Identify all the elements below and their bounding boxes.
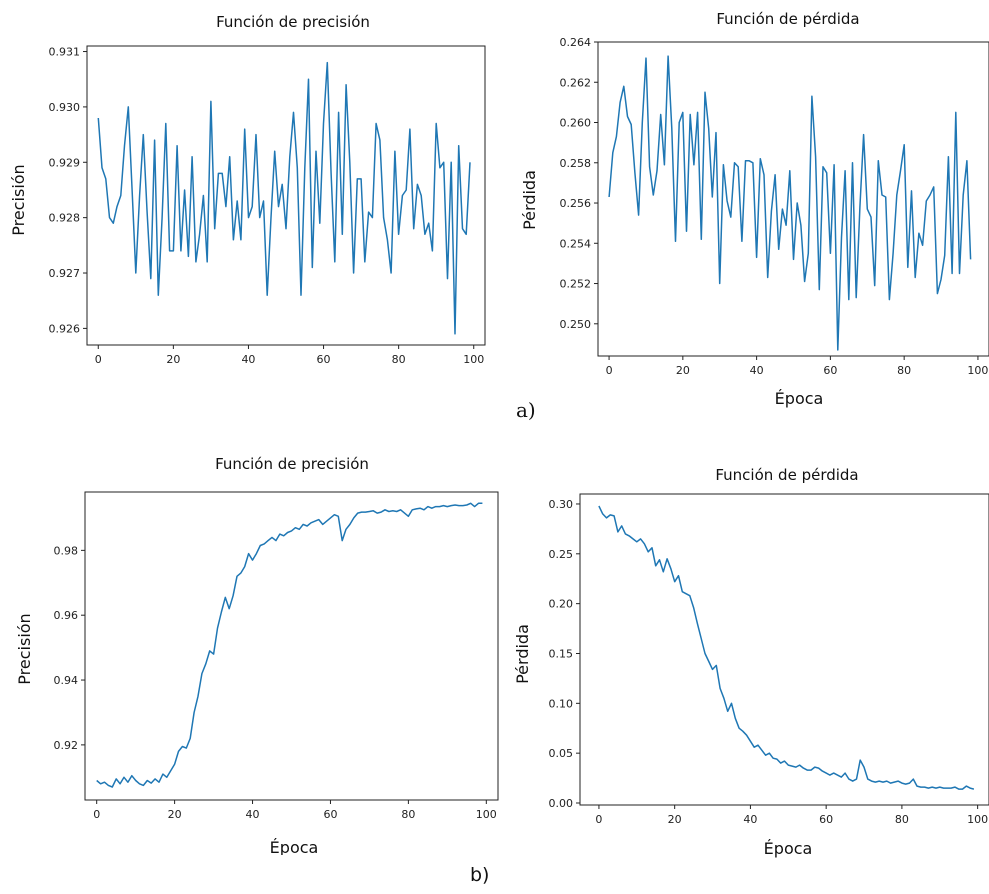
x-tick-label: 60 [323,808,337,821]
y-tick-label: 0.264 [560,36,592,49]
x-tick-label: 80 [897,364,911,377]
series-line [608,55,972,351]
x-tick-label: 100 [967,364,988,377]
y-tick-label: 0.05 [549,747,574,760]
x-tick-label: 40 [743,813,757,826]
x-tick-label: 100 [463,353,484,366]
y-tick-label: 0.926 [49,322,81,335]
chart-a-loss-svg: Función de pérdida 0 20 40 60 80 100 0.250 0.252… [520,10,989,408]
panel-label-b: b) [470,864,490,886]
y-tick-label: 0.262 [560,76,592,89]
y-axis-label: Precisión [9,164,28,235]
x-tick-label: 40 [246,808,260,821]
y-tick-label: 0.30 [549,498,574,511]
series-line [598,505,975,790]
series-line [97,61,471,335]
x-tick-label: 80 [392,353,406,366]
x-axis-label: Época [764,839,813,858]
y-tick-label: 0.98 [54,544,79,557]
x-tick-label: 40 [241,353,255,366]
chart-b-accuracy-svg: Función de precisión 0 20 40 60 80 100 0.92 0.94… [15,455,499,857]
x-tick-label: 100 [476,808,497,821]
x-tick-label: 0 [595,813,602,826]
x-tick-label: 20 [166,353,180,366]
y-axis-label: Pérdida [513,624,532,684]
chart-a-loss: Función de pérdida 0 20 40 60 80 100 0.250 0.252… [505,0,989,410]
x-tick-label: 20 [668,813,682,826]
x-tick-label: 20 [168,808,182,821]
chart-b-loss-svg: Función de pérdida 0 20 40 60 80 100 0.00 0.05 0.… [513,466,989,858]
chart-title: Función de precisión [216,13,370,31]
x-tick-label: 60 [819,813,833,826]
y-tick-label: 0.256 [560,197,592,210]
x-axis-label: Época [775,389,824,408]
x-tick-label: 60 [317,353,331,366]
chart-title: Función de pérdida [716,10,859,28]
plot-frame [579,493,989,806]
x-tick-label: 0 [93,808,100,821]
chart-title: Función de precisión [215,455,369,473]
y-tick-label: 0.00 [549,797,574,810]
x-tick-label: 20 [676,364,690,377]
x-tick-label: 60 [823,364,837,377]
y-tick-label: 0.927 [49,267,81,280]
chart-a-accuracy-svg: Función de precisión 0 20 40 60 80 100 0.926 0.9… [9,13,486,406]
y-tick-label: 0.96 [54,609,79,622]
plot-frame [86,45,486,346]
y-tick-label: 0.20 [549,598,574,611]
y-tick-label: 0.92 [54,739,79,752]
y-tick-label: 0.10 [549,697,574,710]
plot-frame [597,41,989,357]
y-tick-label: 0.94 [54,674,79,687]
y-tick-label: 0.250 [560,318,592,331]
plot-frame [84,491,499,801]
panel-label-a: a) [516,398,536,422]
x-tick-label: 0 [606,364,613,377]
y-tick-label: 0.929 [49,156,81,169]
y-tick-label: 0.15 [549,647,574,660]
chart-b-accuracy: Función de precisión 0 20 40 60 80 100 0.92 0.94… [0,455,505,857]
y-tick-label: 0.25 [549,548,574,561]
y-tick-label: 0.930 [49,101,81,114]
x-tick-label: 80 [401,808,415,821]
x-tick-label: 80 [895,813,909,826]
chart-title: Función de pérdida [715,466,858,484]
x-tick-label: 40 [750,364,764,377]
y-tick-label: 0.252 [560,278,592,291]
y-axis-label: Precisión [15,613,34,684]
y-tick-label: 0.258 [560,157,592,170]
x-tick-label: 100 [967,813,988,826]
y-axis-label: Pérdida [520,170,539,230]
y-tick-label: 0.931 [49,46,81,59]
y-tick-label: 0.260 [560,117,592,130]
x-axis-label: Época [270,838,319,855]
x-tick-label: 0 [95,353,102,366]
y-tick-label: 0.928 [49,212,81,225]
y-tick-label: 0.254 [560,237,592,250]
chart-b-loss: Función de pérdida 0 20 40 60 80 100 0.00 0.05 0.… [505,460,989,865]
chart-a-accuracy: Función de precisión 0 20 40 60 80 100 0.926 0.9… [0,0,500,406]
series-line [96,502,483,788]
